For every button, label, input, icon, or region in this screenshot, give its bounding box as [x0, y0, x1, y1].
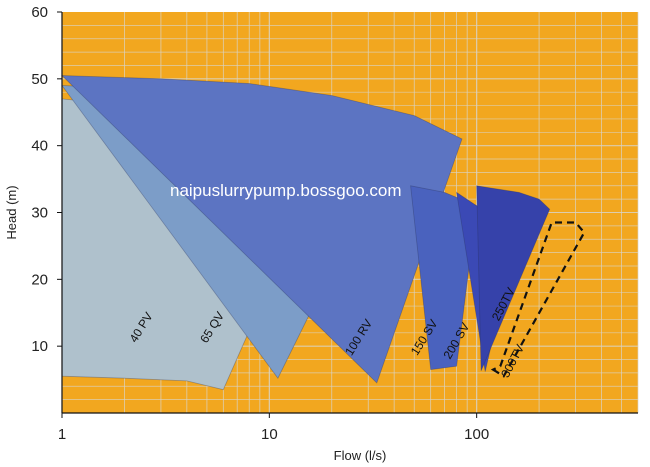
region-300-tv: [490, 221, 586, 378]
x-tick-label: 1: [58, 426, 66, 443]
y-tick-label: 30: [31, 205, 48, 222]
y-tick-label: 60: [31, 4, 48, 21]
y-axis-title: Head (m): [4, 185, 19, 239]
x-tick-label: 10: [261, 426, 278, 443]
x-tick-label: 100: [464, 426, 489, 443]
tick-labels: 1 10 100 10 20 30 40 50 60: [31, 4, 489, 443]
y-tick-label: 50: [31, 71, 48, 88]
y-tick-label: 40: [31, 138, 48, 155]
x-axis-title: Flow (l/s): [334, 448, 387, 463]
region-250-tv: [476, 185, 551, 372]
y-tick-label: 20: [31, 271, 48, 288]
y-tick-label: 10: [31, 338, 48, 355]
region-100-rv: [60, 75, 463, 384]
watermark-text: naipuslurrypump.bossgoo.com: [170, 181, 402, 200]
pump-regions: [60, 75, 586, 391]
